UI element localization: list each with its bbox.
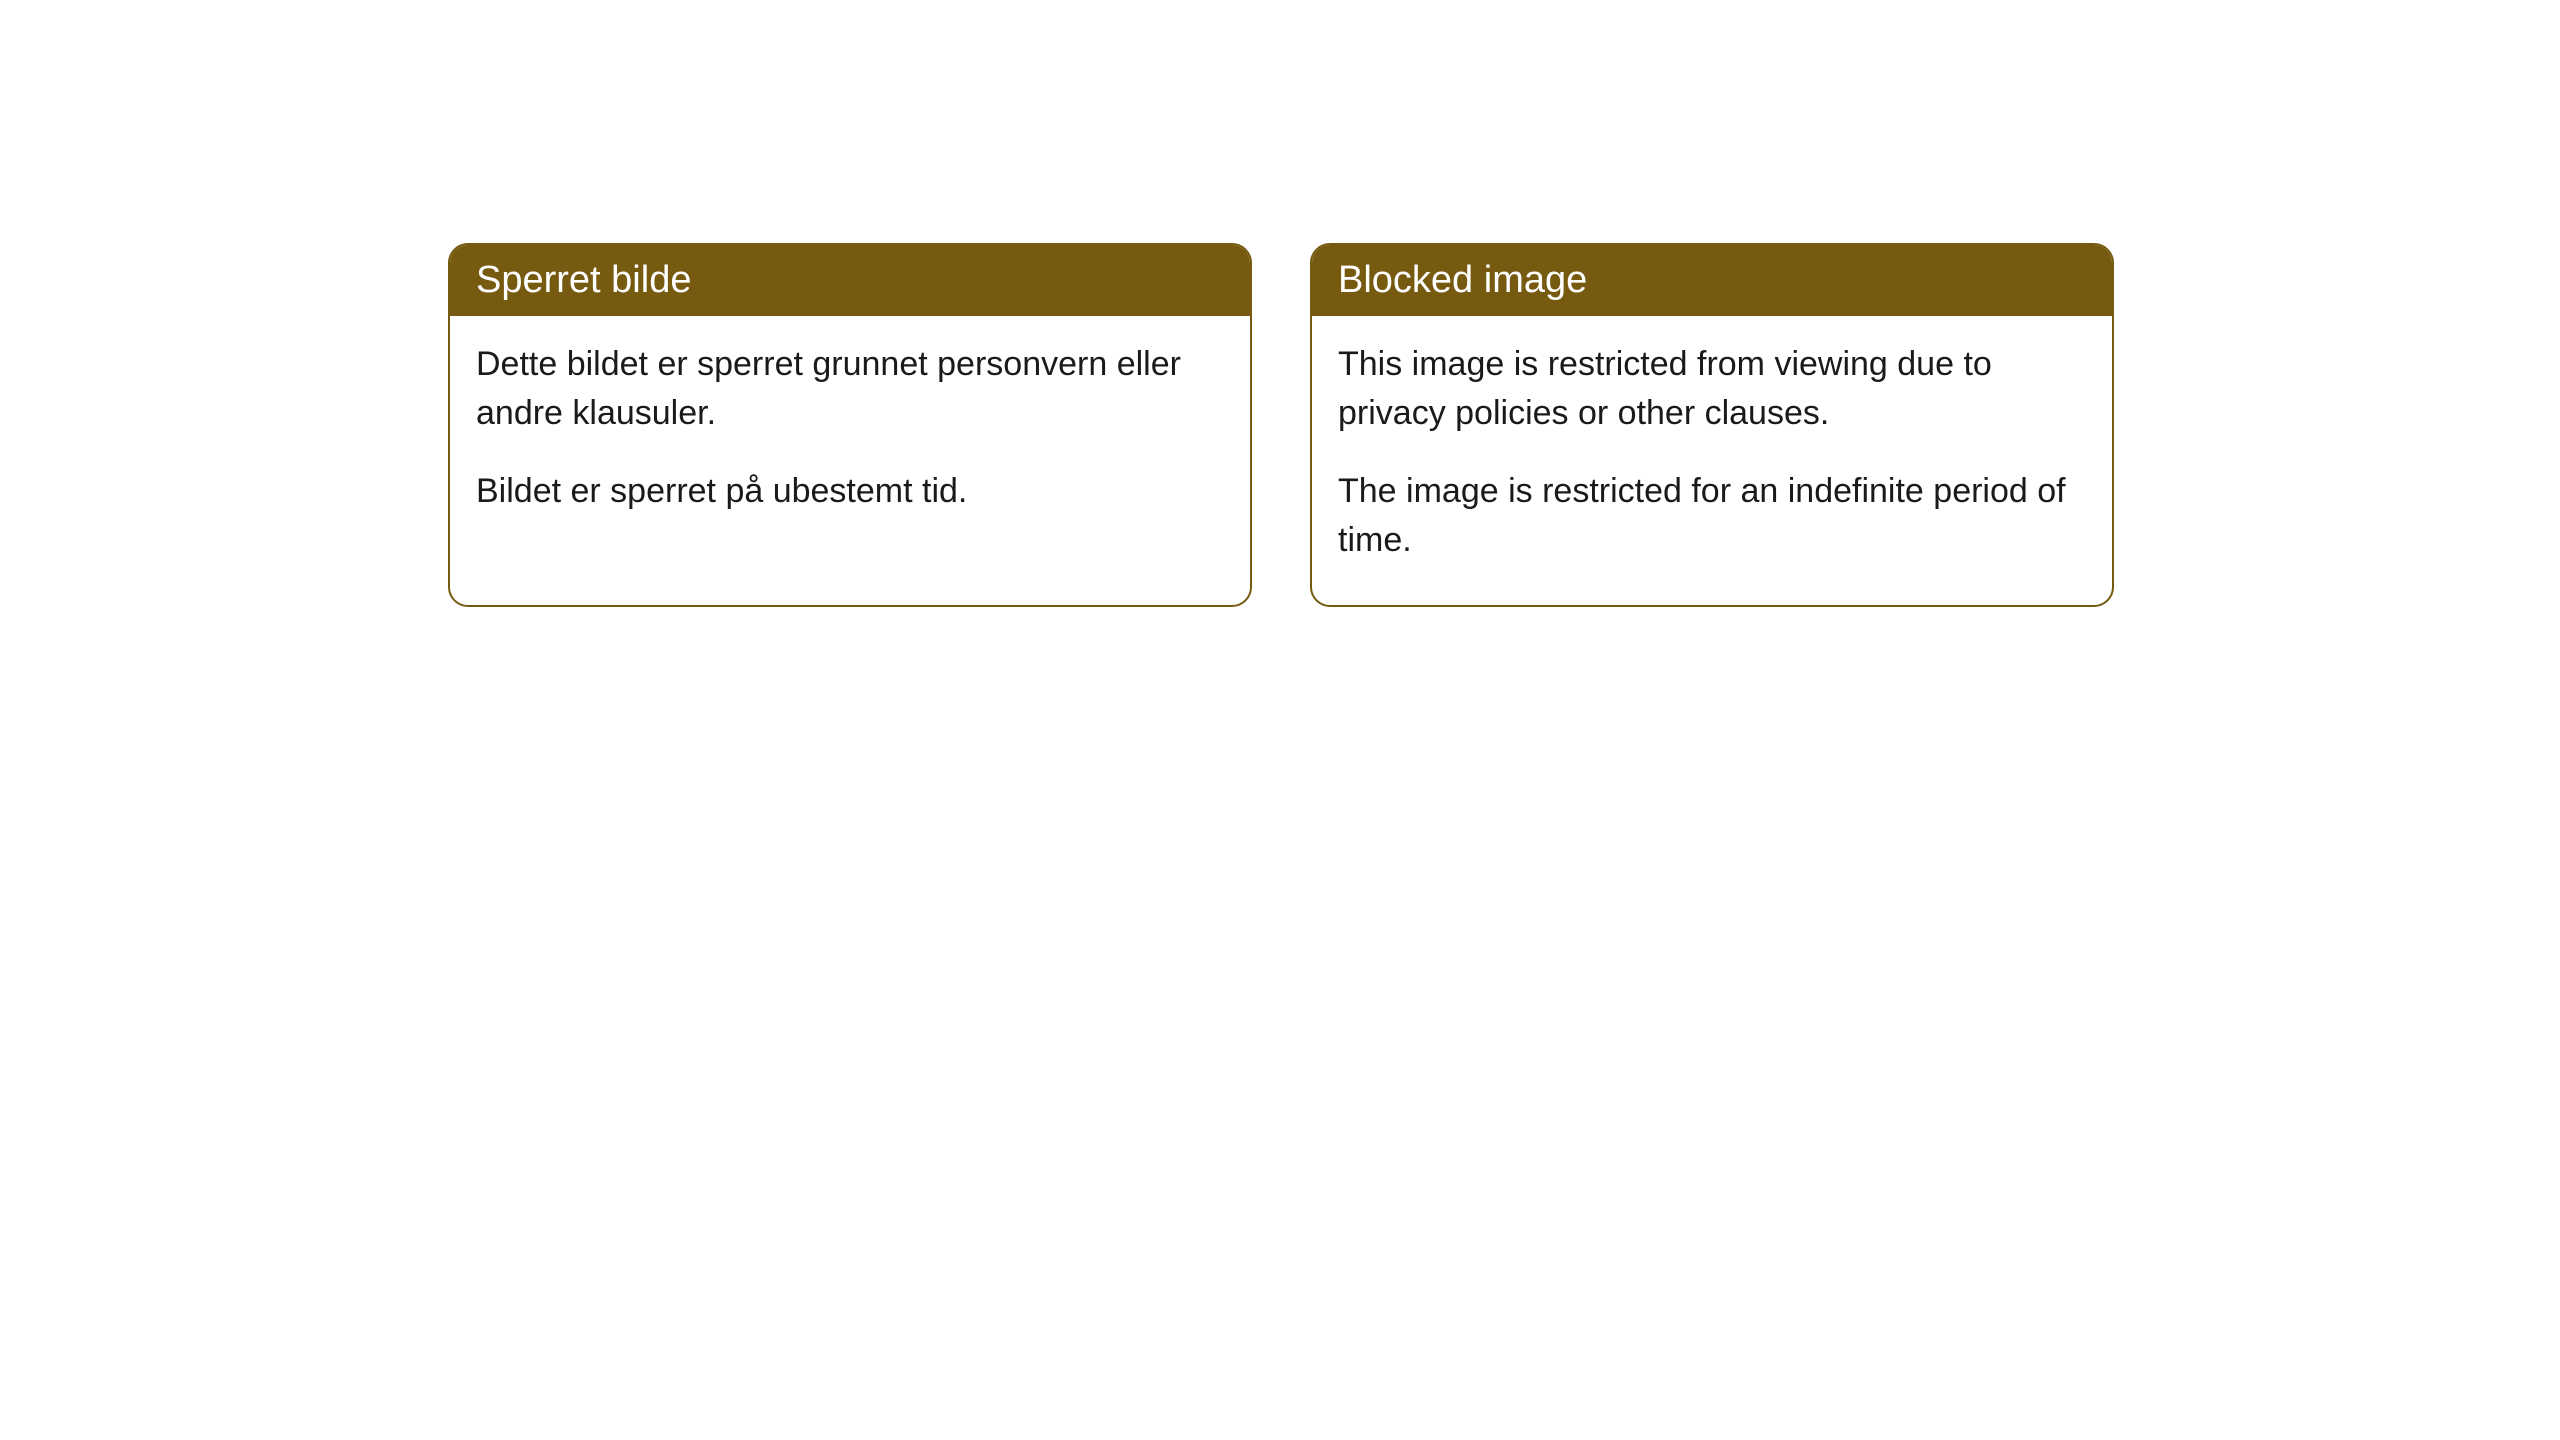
card-header: Sperret bilde [450,245,1250,316]
card-paragraph: Bildet er sperret på ubestemt tid. [476,467,1224,516]
card-paragraph: Dette bildet er sperret grunnet personve… [476,340,1224,439]
card-header: Blocked image [1312,245,2112,316]
card-body: Dette bildet er sperret grunnet personve… [450,316,1250,556]
card-paragraph: The image is restricted for an indefinit… [1338,467,2086,566]
card-title: Blocked image [1338,259,1587,301]
notice-card-norwegian: Sperret bilde Dette bildet er sperret gr… [448,243,1252,607]
card-title: Sperret bilde [476,259,691,301]
notice-card-english: Blocked image This image is restricted f… [1310,243,2114,607]
card-body: This image is restricted from viewing du… [1312,316,2112,605]
notice-container: Sperret bilde Dette bildet er sperret gr… [448,243,2114,607]
card-paragraph: This image is restricted from viewing du… [1338,340,2086,439]
